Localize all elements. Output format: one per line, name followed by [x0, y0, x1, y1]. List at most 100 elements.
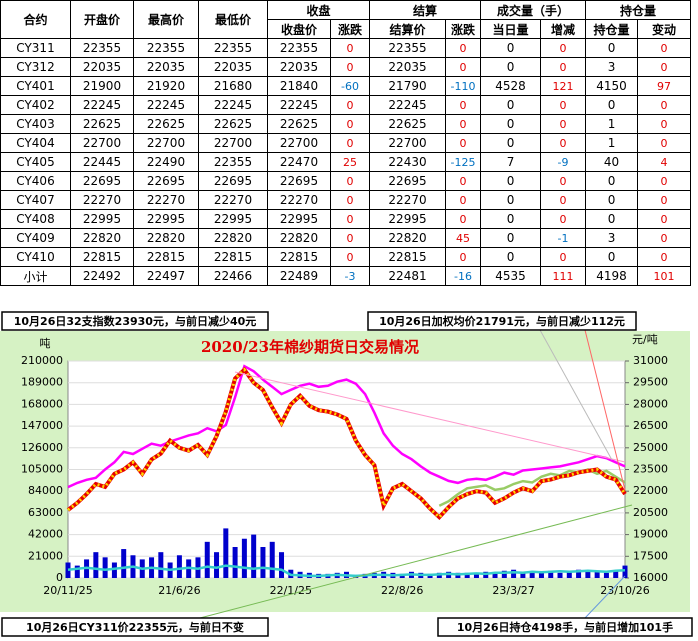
- y2-tick-label: 23500: [633, 463, 668, 476]
- value-cell: 22035: [267, 57, 331, 77]
- value-cell: 21790: [369, 76, 447, 96]
- y-tick-label: 21000: [28, 549, 63, 562]
- header-cell: 结算价: [369, 19, 447, 39]
- header-cell: 涨跌: [445, 19, 482, 39]
- table-row: CY311 22355 22355 22355 22355 0 22355 0 0 0 0 0: [0, 38, 692, 58]
- value-cell: 22625: [369, 114, 447, 134]
- value-cell: 0: [637, 190, 692, 210]
- volume-bar: [65, 562, 71, 578]
- table-row: CY410 22815 22815 22815 22815 0 22815 0 0 0 0 0: [0, 247, 692, 267]
- value-cell: -3: [329, 266, 371, 286]
- volume-bar: [529, 572, 535, 578]
- header-cell: 持仓量: [585, 19, 639, 39]
- value-cell: 22245: [267, 95, 331, 115]
- volume-bar: [566, 571, 572, 578]
- value-cell: 22820: [198, 228, 268, 248]
- value-cell: 22995: [70, 209, 134, 229]
- value-cell: 45: [445, 228, 482, 248]
- value-cell: 22695: [267, 171, 331, 191]
- value-cell: 0: [329, 247, 371, 267]
- header-row: 合约 开盘价 最高价 最低价 收盘 结算 成交量（手） 持仓量: [0, 0, 692, 39]
- value-cell: 0: [637, 228, 692, 248]
- value-cell: -110: [445, 76, 482, 96]
- value-cell: 0: [329, 38, 371, 58]
- value-cell: 0: [329, 228, 371, 248]
- value-cell: 0: [637, 114, 692, 134]
- value-cell: 22700: [70, 133, 134, 153]
- value-cell: 22815: [198, 247, 268, 267]
- volume-bar: [241, 538, 247, 578]
- value-cell: 0: [480, 114, 542, 134]
- y-tick-label: 189000: [21, 376, 63, 389]
- y2-tick-label: 31000: [633, 354, 668, 367]
- value-cell: 0: [445, 171, 482, 191]
- x-tick-label: 23/3/27: [492, 584, 534, 597]
- value-cell: 21680: [198, 76, 268, 96]
- value-cell: 22625: [198, 114, 268, 134]
- value-cell: 3: [585, 228, 639, 248]
- volume-bar: [204, 541, 210, 578]
- value-cell: 22700: [198, 133, 268, 153]
- header-row: 收盘价 涨跌 结算价 涨跌 当日量 增减 持仓量 变动: [1, 19, 692, 39]
- x-tick-label: 22/8/26: [381, 584, 423, 597]
- value-cell: 22355: [198, 38, 268, 58]
- value-cell: 22270: [198, 190, 268, 210]
- x-tick-label: 21/6/26: [158, 584, 200, 597]
- volume-bar: [74, 565, 80, 578]
- value-cell: 22492: [70, 266, 134, 286]
- contract-cell: CY406: [0, 171, 71, 191]
- table-row: CY405 22445 22490 22355 22470 25 22430 -125 7 -9 4…: [0, 152, 692, 172]
- value-cell: 22695: [369, 171, 447, 191]
- volume-bar: [223, 528, 229, 578]
- value-cell: 0: [540, 133, 587, 153]
- value-cell: 4528: [480, 76, 542, 96]
- table-row: CY407 22270 22270 22270 22270 0 22270 0 0 0 0 0: [0, 190, 692, 210]
- volume-bar: [464, 572, 470, 578]
- value-cell: 0: [540, 95, 587, 115]
- connector: [584, 329, 626, 491]
- table-row: CY402 22245 22245 22245 22245 0 22245 0 0 0 0 0: [0, 95, 692, 115]
- header-cell: 涨跌: [329, 19, 371, 39]
- volume-bar: [603, 572, 609, 578]
- note-box: [367, 311, 637, 331]
- connector: [584, 575, 626, 619]
- value-cell: 0: [480, 247, 542, 267]
- value-cell: 0: [585, 247, 639, 267]
- series-line: [67, 564, 626, 578]
- volume-bar: [613, 570, 619, 578]
- contract-cell: 小计: [0, 266, 71, 286]
- group-header: 成交量（手）: [480, 0, 587, 20]
- y-tick-label: 0: [56, 571, 63, 584]
- value-cell: 22815: [267, 247, 331, 267]
- table-row: CY408 22995 22995 22995 22995 0 22995 0 0 0 0 0: [0, 209, 692, 229]
- value-cell: -60: [329, 76, 371, 96]
- value-cell: 22695: [198, 171, 268, 191]
- value-cell: 0: [480, 95, 542, 115]
- note-text: 10月26日持仓4198手，与前日增加101手: [457, 620, 673, 634]
- value-cell: 22035: [70, 57, 134, 77]
- value-cell: 22995: [267, 209, 331, 229]
- value-cell: 22355: [369, 38, 447, 58]
- contract-cell: CY408: [0, 209, 71, 229]
- value-cell: 22695: [70, 171, 134, 191]
- y2-tick-label: 16000: [633, 571, 668, 584]
- contract-cell: CY410: [0, 247, 71, 267]
- volume-bar: [260, 547, 266, 578]
- value-cell: 22700: [133, 133, 199, 153]
- value-cell: 0: [445, 247, 482, 267]
- note-text: 10月26日CY311价22355元，与前日不变: [26, 620, 244, 634]
- value-cell: 0: [480, 133, 542, 153]
- value-cell: 0: [480, 171, 542, 191]
- contract-cell: CY409: [0, 228, 71, 248]
- volume-bar: [594, 571, 600, 578]
- value-cell: 22695: [133, 171, 199, 191]
- volume-bar: [511, 569, 517, 578]
- volume-bar: [102, 557, 108, 578]
- value-cell: 40: [585, 152, 639, 172]
- y2-tick-label: 22000: [633, 484, 668, 497]
- value-cell: 0: [637, 38, 692, 58]
- value-cell: 0: [445, 38, 482, 58]
- y-tick-label: 210000: [21, 354, 63, 367]
- value-cell: 1: [585, 114, 639, 134]
- volume-bar: [520, 571, 526, 578]
